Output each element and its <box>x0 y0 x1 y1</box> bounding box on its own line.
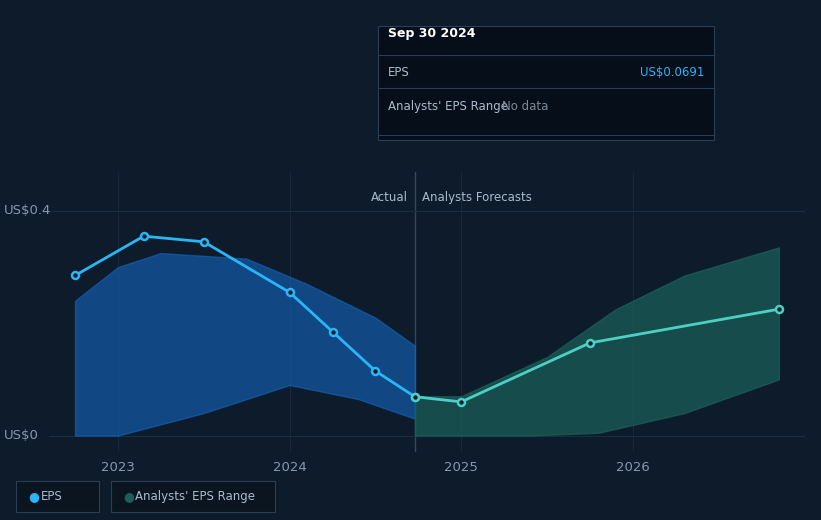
Text: US$0.0691: US$0.0691 <box>640 67 704 80</box>
Text: No data: No data <box>502 100 548 113</box>
Text: ●: ● <box>29 490 39 503</box>
Text: Analysts' EPS Range: Analysts' EPS Range <box>135 490 255 503</box>
Text: Sep 30 2024: Sep 30 2024 <box>388 28 475 41</box>
Text: Actual: Actual <box>371 191 408 204</box>
Text: US$0: US$0 <box>4 429 39 442</box>
Text: Analysts Forecasts: Analysts Forecasts <box>422 191 532 204</box>
Text: Analysts' EPS Range: Analysts' EPS Range <box>388 100 507 113</box>
Text: EPS: EPS <box>41 490 62 503</box>
Text: EPS: EPS <box>388 67 409 80</box>
Text: US$0.4: US$0.4 <box>4 204 52 217</box>
Text: ●: ● <box>123 490 134 503</box>
